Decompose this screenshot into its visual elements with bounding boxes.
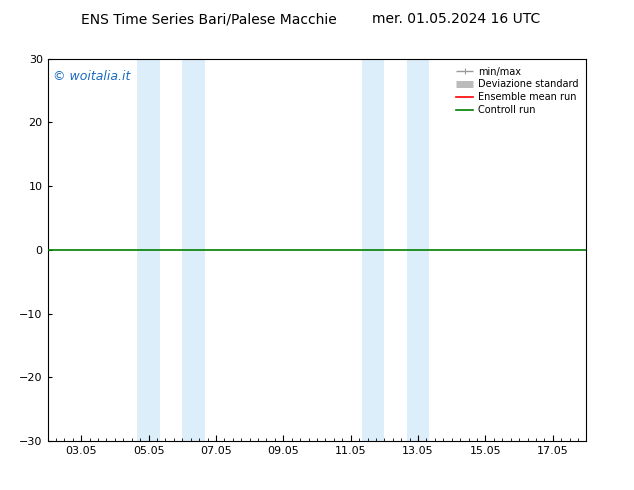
Bar: [138, 59, 160, 441]
Legend: min/max, Deviazione standard, Ensemble mean run, Controll run: min/max, Deviazione standard, Ensemble m…: [453, 64, 581, 118]
Bar: [407, 59, 429, 441]
Text: ENS Time Series Bari/Palese Macchie: ENS Time Series Bari/Palese Macchie: [81, 12, 337, 26]
Text: © woitalia.it: © woitalia.it: [53, 70, 131, 83]
Bar: [183, 59, 205, 441]
Bar: [362, 59, 384, 441]
Text: mer. 01.05.2024 16 UTC: mer. 01.05.2024 16 UTC: [372, 12, 541, 26]
